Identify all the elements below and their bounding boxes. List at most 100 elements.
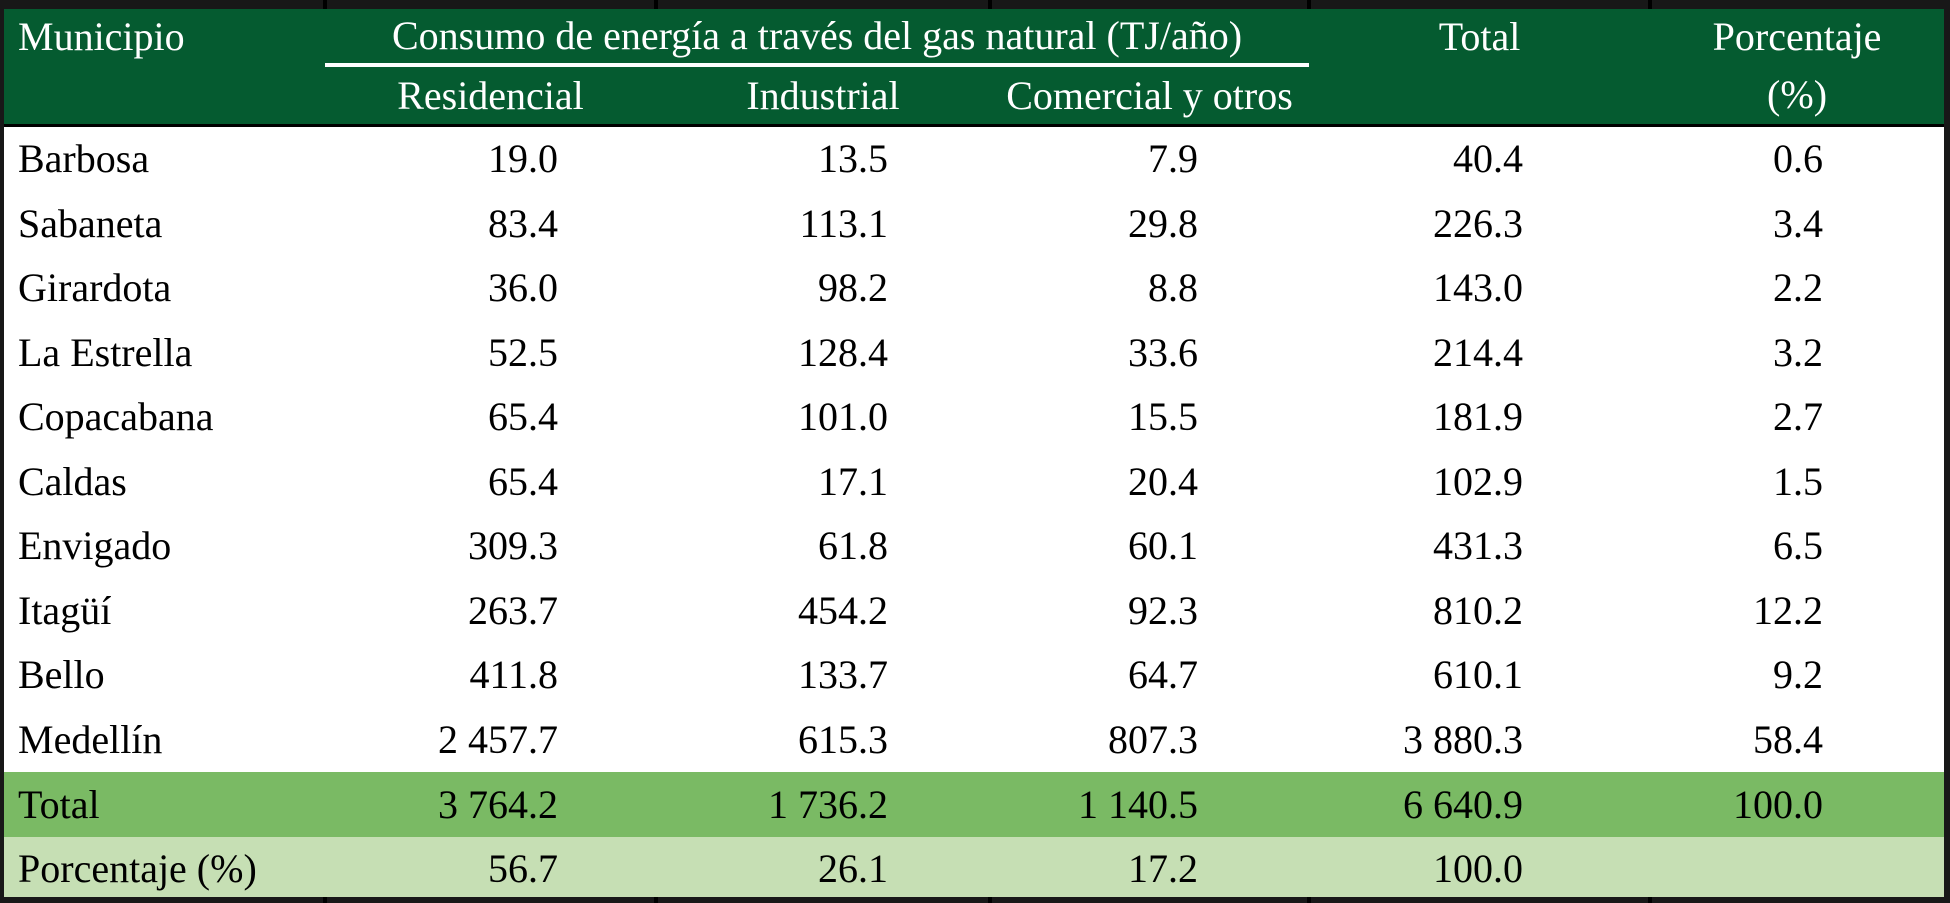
table-right-border <box>1944 0 1950 903</box>
header-spacer-municipio <box>4 65 325 127</box>
value-cell: 15.5 <box>990 385 1310 450</box>
table-row: Itagüí 263.7 454.2 92.3 810.2 12.2 <box>4 578 1945 643</box>
data-table: Municipio Consumo de energía a través de… <box>4 9 1945 901</box>
table-body: Barbosa 19.0 13.5 7.9 40.4 0.6 Sabaneta 83.4 113… <box>4 125 1945 901</box>
value-cell: 7.9 <box>990 125 1310 192</box>
value-cell: 56.7 <box>325 837 656 901</box>
municipio-cell: Girardota <box>4 256 325 321</box>
value-cell: 3.4 <box>1650 191 1945 256</box>
value-cell: 13.5 <box>656 125 990 192</box>
table-row: Bello 411.8 133.7 64.7 610.1 9.2 <box>4 643 1945 708</box>
header-row-1: Municipio Consumo de energía a través de… <box>4 9 1945 67</box>
value-cell: 26.1 <box>656 837 990 901</box>
municipio-cell: Caldas <box>4 449 325 514</box>
municipio-cell: Itagüí <box>4 578 325 643</box>
value-cell: 309.3 <box>325 514 656 579</box>
municipio-cell: Bello <box>4 643 325 708</box>
table-row: Medellín 2 457.7 615.3 807.3 3 880.3 58.4 <box>4 707 1945 772</box>
value-cell: 2 457.7 <box>325 707 656 772</box>
value-cell: 214.4 <box>1309 320 1651 385</box>
table-row: Copacabana 65.4 101.0 15.5 181.9 2.7 <box>4 385 1945 450</box>
column-header-porcentaje: Porcentaje <box>1650 9 1945 65</box>
value-cell: 2.2 <box>1650 256 1945 321</box>
municipio-cell: Total <box>4 772 325 837</box>
value-cell: 19.0 <box>325 125 656 192</box>
municipio-cell: Copacabana <box>4 385 325 450</box>
municipio-cell: Barbosa <box>4 125 325 192</box>
value-cell: 102.9 <box>1309 449 1651 514</box>
table-row: Girardota 36.0 98.2 8.8 143.0 2.2 <box>4 256 1945 321</box>
value-cell: 8.8 <box>990 256 1310 321</box>
table-top-border <box>0 0 1950 9</box>
column-header-comercial: Comercial y otros <box>990 65 1310 127</box>
value-cell: 58.4 <box>1650 707 1945 772</box>
column-header-residencial: Residencial <box>325 65 656 127</box>
table-row: Barbosa 19.0 13.5 7.9 40.4 0.6 <box>4 125 1945 192</box>
column-header-porcentaje-unit: (%) <box>1650 65 1945 127</box>
value-cell: 113.1 <box>656 191 990 256</box>
value-cell: 1 736.2 <box>656 772 990 837</box>
value-cell: 61.8 <box>656 514 990 579</box>
table-row: Envigado 309.3 61.8 60.1 431.3 6.5 <box>4 514 1945 579</box>
value-cell: 411.8 <box>325 643 656 708</box>
municipio-cell: Medellín <box>4 707 325 772</box>
header-row-2: Residencial Industrial Comercial y otros… <box>4 65 1945 127</box>
value-cell: 133.7 <box>656 643 990 708</box>
table-row-total: Total 3 764.2 1 736.2 1 140.5 6 640.9 100.0 <box>4 772 1945 837</box>
value-cell: 226.3 <box>1309 191 1651 256</box>
value-cell: 810.2 <box>1309 578 1651 643</box>
municipio-cell: Envigado <box>4 514 325 579</box>
value-cell: 52.5 <box>325 320 656 385</box>
value-cell: 100.0 <box>1650 772 1945 837</box>
value-cell: 20.4 <box>990 449 1310 514</box>
value-cell: 60.1 <box>990 514 1310 579</box>
header-spacer-total <box>1309 65 1651 127</box>
value-cell: 1 140.5 <box>990 772 1310 837</box>
column-group-header-consumo: Consumo de energía a través del gas natu… <box>325 9 1310 67</box>
table-row: La Estrella 52.5 128.4 33.6 214.4 3.2 <box>4 320 1945 385</box>
value-cell: 101.0 <box>656 385 990 450</box>
table-row: Caldas 65.4 17.1 20.4 102.9 1.5 <box>4 449 1945 514</box>
value-cell: 83.4 <box>325 191 656 256</box>
value-cell: 2.7 <box>1650 385 1945 450</box>
value-cell: 98.2 <box>656 256 990 321</box>
value-cell: 3.2 <box>1650 320 1945 385</box>
value-cell: 12.2 <box>1650 578 1945 643</box>
value-cell: 807.3 <box>990 707 1310 772</box>
table-row-pct: Porcentaje (%) 56.7 26.1 17.2 100.0 <box>4 837 1945 901</box>
table-row: Sabaneta 83.4 113.1 29.8 226.3 3.4 <box>4 191 1945 256</box>
value-cell <box>1650 837 1945 901</box>
value-cell: 3 880.3 <box>1309 707 1651 772</box>
table-bottom-border <box>0 897 1950 903</box>
value-cell: 128.4 <box>656 320 990 385</box>
municipio-cell: Porcentaje (%) <box>4 837 325 901</box>
municipio-cell: La Estrella <box>4 320 325 385</box>
value-cell: 181.9 <box>1309 385 1651 450</box>
column-header-total: Total <box>1309 9 1651 65</box>
value-cell: 65.4 <box>325 385 656 450</box>
value-cell: 36.0 <box>325 256 656 321</box>
value-cell: 6.5 <box>1650 514 1945 579</box>
value-cell: 454.2 <box>656 578 990 643</box>
value-cell: 92.3 <box>990 578 1310 643</box>
value-cell: 0.6 <box>1650 125 1945 192</box>
value-cell: 65.4 <box>325 449 656 514</box>
table-left-border <box>0 0 4 903</box>
value-cell: 64.7 <box>990 643 1310 708</box>
value-cell: 431.3 <box>1309 514 1651 579</box>
value-cell: 610.1 <box>1309 643 1651 708</box>
value-cell: 615.3 <box>656 707 990 772</box>
value-cell: 3 764.2 <box>325 772 656 837</box>
value-cell: 6 640.9 <box>1309 772 1651 837</box>
value-cell: 40.4 <box>1309 125 1651 192</box>
value-cell: 17.1 <box>656 449 990 514</box>
value-cell: 17.2 <box>990 837 1310 901</box>
column-header-industrial: Industrial <box>656 65 990 127</box>
column-header-municipio: Municipio <box>4 9 325 65</box>
value-cell: 9.2 <box>1650 643 1945 708</box>
value-cell: 33.6 <box>990 320 1310 385</box>
value-cell: 100.0 <box>1309 837 1651 901</box>
value-cell: 29.8 <box>990 191 1310 256</box>
table-header: Municipio Consumo de energía a través de… <box>4 9 1945 127</box>
